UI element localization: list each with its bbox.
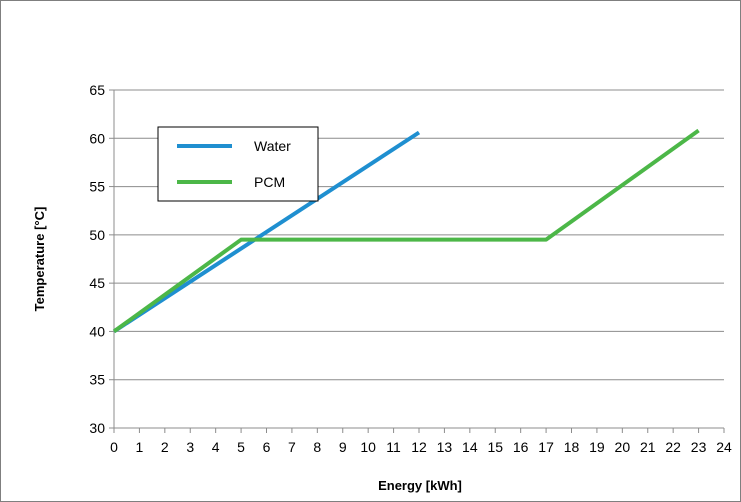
legend-label-water: Water — [254, 138, 291, 154]
series-lines — [112, 128, 700, 334]
x-tick-label: 3 — [186, 439, 194, 455]
legend-box — [157, 126, 319, 202]
x-tick-label: 14 — [462, 439, 478, 455]
x-tick-label: 11 — [386, 439, 401, 455]
x-tick-label: 12 — [411, 439, 427, 455]
x-tick-label: 20 — [615, 439, 631, 455]
x-tick-label: 7 — [288, 439, 296, 455]
x-tick-label: 21 — [640, 439, 656, 455]
legend: Water PCM — [157, 126, 319, 202]
x-tick-label: 4 — [212, 439, 220, 455]
x-tick-label: 1 — [136, 439, 144, 455]
x-tick-label: 0 — [110, 439, 118, 455]
y-tick-label: 50 — [89, 227, 105, 243]
x-tick-label: 6 — [263, 439, 271, 455]
x-tick-label: 16 — [513, 439, 529, 455]
axes — [109, 89, 725, 433]
y-tick-label: 30 — [89, 420, 105, 436]
y-axis-title: Temperature [°C] — [32, 207, 47, 312]
x-tick-label: 24 — [716, 439, 732, 455]
x-tick-label: 22 — [665, 439, 681, 455]
x-tick-label: 17 — [538, 439, 554, 455]
legend-label-pcm: PCM — [254, 174, 285, 190]
x-tick-label: 23 — [691, 439, 707, 455]
y-tick-label: 60 — [89, 130, 105, 146]
y-tick-label: 65 — [89, 82, 105, 98]
series-line-water — [112, 130, 421, 334]
x-tick-label: 2 — [161, 439, 169, 455]
series-line-pcm — [112, 128, 700, 334]
y-tick-label: 35 — [89, 372, 105, 388]
x-tick-label: 5 — [237, 439, 245, 455]
x-axis-title: Energy [kWh] — [378, 478, 462, 493]
x-tick-label: 13 — [437, 439, 453, 455]
x-tick-label: 9 — [339, 439, 347, 455]
x-tick-label: 19 — [589, 439, 605, 455]
x-tick-label: 18 — [564, 439, 580, 455]
x-tick-label: 15 — [487, 439, 503, 455]
y-tick-label: 40 — [89, 323, 105, 339]
x-tick-label: 10 — [360, 439, 376, 455]
y-tick-label: 45 — [89, 275, 105, 291]
y-tick-label: 55 — [89, 179, 105, 195]
x-tick-label: 8 — [313, 439, 321, 455]
